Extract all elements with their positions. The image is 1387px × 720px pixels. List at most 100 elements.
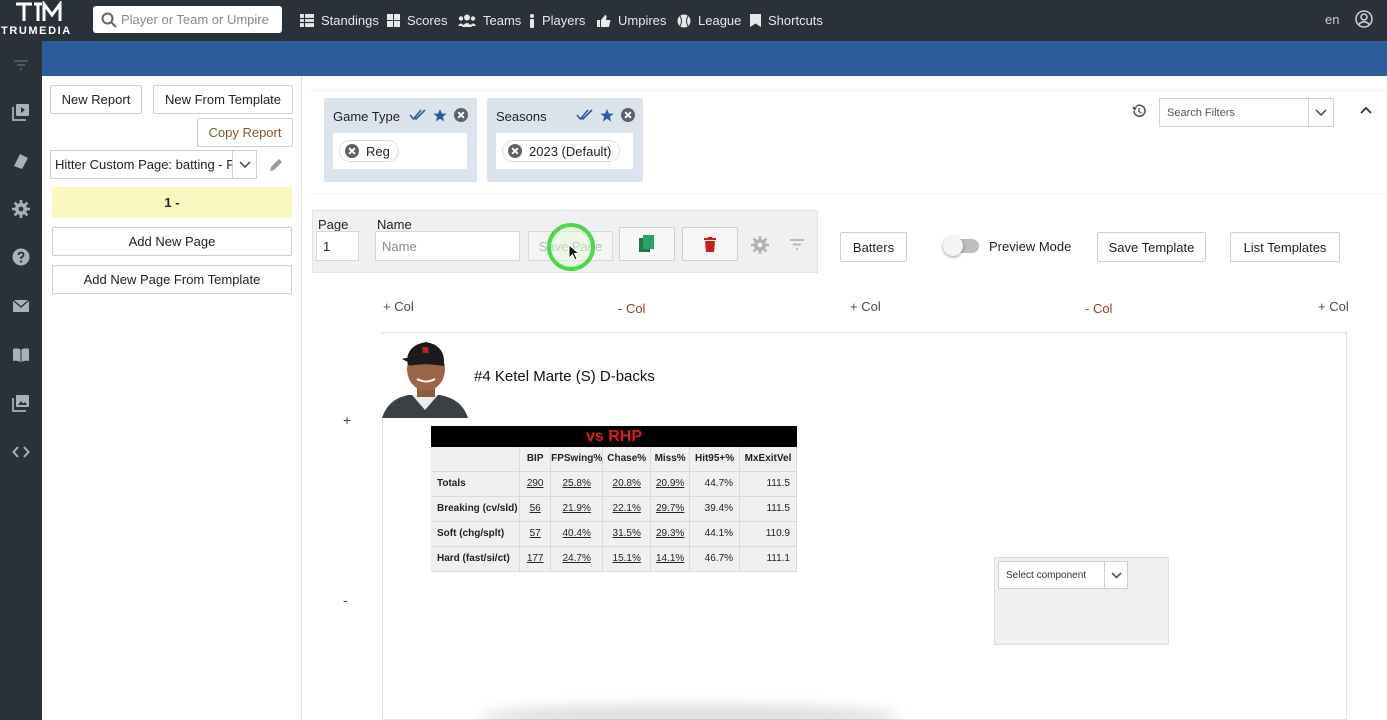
search-icon [101,12,117,28]
add-column-button[interactable]: + Col [383,299,414,314]
nav-scores[interactable]: Scores [387,0,447,41]
table-cell-link[interactable]: 21.9% [550,496,604,522]
add-column-button[interactable]: + Col [1318,299,1349,314]
history-icon[interactable] [1131,103,1147,119]
filter-card-title: Game Type [333,109,400,124]
select-component-dropdown[interactable]: Select component [998,561,1128,589]
copy-report-button[interactable]: Copy Report [197,118,293,147]
chevron-down-icon[interactable] [232,151,256,178]
filter-card-values[interactable]: Reg [333,133,467,169]
save-template-button[interactable]: Save Template [1097,232,1206,262]
chevron-down-icon[interactable] [1308,99,1333,126]
table-cell-link[interactable]: 31.5% [602,521,652,547]
nav-shortcuts[interactable]: Shortcuts [750,0,823,41]
table-cell-link[interactable]: 20.9% [650,471,691,497]
image-gallery-icon[interactable] [12,394,30,412]
table-cell-link[interactable]: 20.8% [602,471,652,497]
gear-icon[interactable] [751,236,769,254]
nav-teams[interactable]: Teams [458,0,521,41]
table-cell-link[interactable]: 290 [519,471,552,497]
remove-filter-icon[interactable] [454,108,468,122]
user-account-icon[interactable] [1355,10,1373,28]
copy-page-button[interactable] [619,227,675,261]
preview-mode-label: Preview Mode [989,239,1072,254]
filter-lines-icon[interactable] [789,238,805,251]
search-filters-select[interactable]: Search Filters [1159,98,1334,127]
game-type-card-actions [409,108,475,122]
star-icon[interactable] [600,108,614,122]
table-cell-link[interactable]: 22.1% [602,496,652,522]
player-search[interactable] [93,6,282,33]
nav-league[interactable]: League [677,0,741,41]
search-filters-placeholder: Search Filters [1167,106,1235,119]
table-cell-link[interactable]: 57 [519,521,552,547]
player-search-input[interactable] [121,12,281,27]
trumedia-logo[interactable]: TRUMEDIA [0,0,80,41]
code-icon[interactable] [12,443,30,461]
table-cell-link[interactable]: 56 [519,496,552,522]
add-new-page-from-template-button[interactable]: Add New Page From Template [52,265,292,294]
table-cell: 44.7% [689,471,741,497]
remove-chip-icon[interactable] [508,144,522,158]
bottom-shadow [480,704,900,720]
seasons-card-actions [576,108,642,122]
table-cell: 39.4% [689,496,741,522]
nav-standings[interactable]: Standings [300,0,379,41]
remove-column-button[interactable]: - Col [618,301,646,316]
add-column-button[interactable]: + Col [850,299,881,314]
double-check-icon[interactable] [409,109,426,121]
pencil-edit-icon[interactable] [268,157,284,173]
new-report-button[interactable]: New Report [50,85,142,114]
chevron-up-icon[interactable] [1360,106,1372,114]
nav-standings-label: Standings [321,13,379,28]
filter-lines-icon[interactable] [12,56,30,74]
table-cell-link[interactable]: 29.7% [650,496,691,522]
preview-mode-toggle[interactable] [943,236,979,256]
column-header [431,447,521,472]
mail-icon[interactable] [12,297,30,315]
remove-filter-icon[interactable] [621,108,635,122]
report-select-value: Hitter Custom Page: batting - P... [55,157,233,172]
table-cell-link[interactable]: 15.1% [602,546,652,572]
double-check-icon[interactable] [576,109,593,121]
star-icon[interactable] [433,108,447,122]
filter-card-title: Seasons [496,109,547,124]
page-list-item[interactable]: 1 - [52,187,292,218]
chevron-down-icon[interactable] [1104,562,1127,588]
nav-umpires[interactable]: Umpires [596,0,666,41]
add-row-button[interactable]: + [343,412,352,428]
open-book-icon[interactable] [12,346,30,364]
cards-stack-icon[interactable] [12,152,30,170]
add-new-page-button[interactable]: Add New Page [52,227,292,256]
table-cell-link[interactable]: 24.7% [550,546,604,572]
table-cell-link[interactable]: 40.4% [550,521,604,547]
table-cell-link[interactable]: 25.8% [550,471,604,497]
table-header-row: BIP FPSwing% Chase% Miss% Hit95+% MxExit… [431,447,797,472]
filter-chip[interactable]: Reg [339,140,399,162]
gear-icon[interactable] [12,200,30,218]
table-cell-link[interactable]: 177 [519,546,552,572]
table-cell: 46.7% [689,546,741,572]
delete-page-button[interactable] [682,227,738,261]
video-library-icon[interactable] [12,103,30,121]
new-from-template-button[interactable]: New From Template [153,85,293,114]
select-component-placeholder: Select component [1006,569,1087,581]
table-cell: 111.5 [739,471,797,497]
nav-players[interactable]: Players [529,0,585,41]
language-selector[interactable]: en [1325,12,1340,27]
filter-card-values[interactable]: 2023 (Default) [496,133,633,169]
page-name-input[interactable]: Name [375,231,520,261]
remove-chip-icon[interactable] [345,144,359,158]
remove-column-button[interactable]: - Col [1085,301,1113,316]
table-cell-link[interactable]: 29.3% [650,521,691,547]
remove-row-button[interactable]: - [343,592,348,608]
list-templates-button[interactable]: List Templates [1230,232,1340,262]
page-number-input[interactable]: 1 [316,231,359,261]
copy-icon [639,235,654,252]
table-cell-link[interactable]: 14.1% [650,546,691,572]
report-select[interactable]: Hitter Custom Page: batting - P... [50,150,257,179]
batters-button[interactable]: Batters [840,232,907,262]
column-header: MxExitVel [739,447,797,472]
help-circle-icon[interactable] [12,248,30,266]
filter-chip[interactable]: 2023 (Default) [502,140,621,162]
